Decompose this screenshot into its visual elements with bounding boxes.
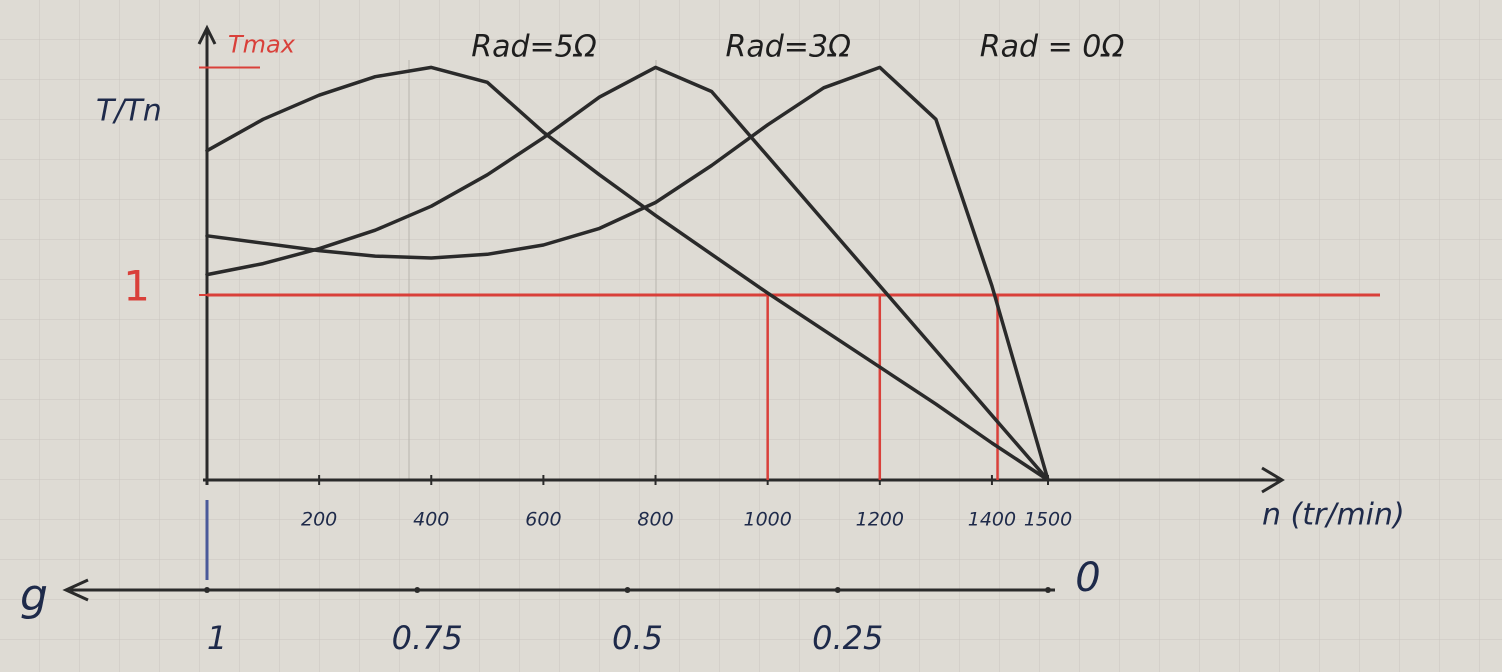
- curve-label: Rad = 0Ω: [980, 30, 1125, 65]
- x-tick-label: 1200: [856, 509, 904, 531]
- x-axis-label: n (tr/min): [1262, 498, 1405, 533]
- x2-tick-label: 1: [207, 619, 227, 657]
- x-tick-label: 200: [301, 509, 337, 531]
- x2-tick: [1045, 587, 1051, 593]
- x2-tick: [835, 587, 841, 593]
- x2-axis-label: g: [20, 570, 48, 621]
- paper-grid: [0, 0, 1502, 672]
- curve-label: Rad=5Ω: [471, 30, 596, 65]
- x2-tick-label: 0.75: [392, 619, 463, 657]
- y-axis-label: T/Tn: [96, 94, 162, 129]
- x-tick-label: 1000: [743, 509, 791, 531]
- y-tick-label: Tmax: [228, 30, 296, 58]
- x2-tick: [625, 587, 631, 593]
- x-tick-label: 1500: [1024, 509, 1072, 531]
- x-tick-label: 600: [525, 509, 561, 531]
- x2-tick: [204, 587, 210, 593]
- x2-tick-label: 0.5: [612, 619, 663, 657]
- x-tick-label: 400: [413, 509, 449, 531]
- x-tick-label: 1400: [968, 509, 1016, 531]
- x2-tick: [414, 587, 420, 593]
- x2-tick-label: 0: [1075, 555, 1100, 601]
- x-tick-label: 800: [637, 509, 673, 531]
- curve-label: Rad=3Ω: [726, 30, 851, 65]
- y-tick-label: 1: [123, 262, 150, 311]
- chart: T/Tn n (tr/min) g 1 Tmax 200 400 600 800 1000 1…: [0, 0, 1502, 672]
- x2-tick-label: 0.25: [812, 619, 883, 657]
